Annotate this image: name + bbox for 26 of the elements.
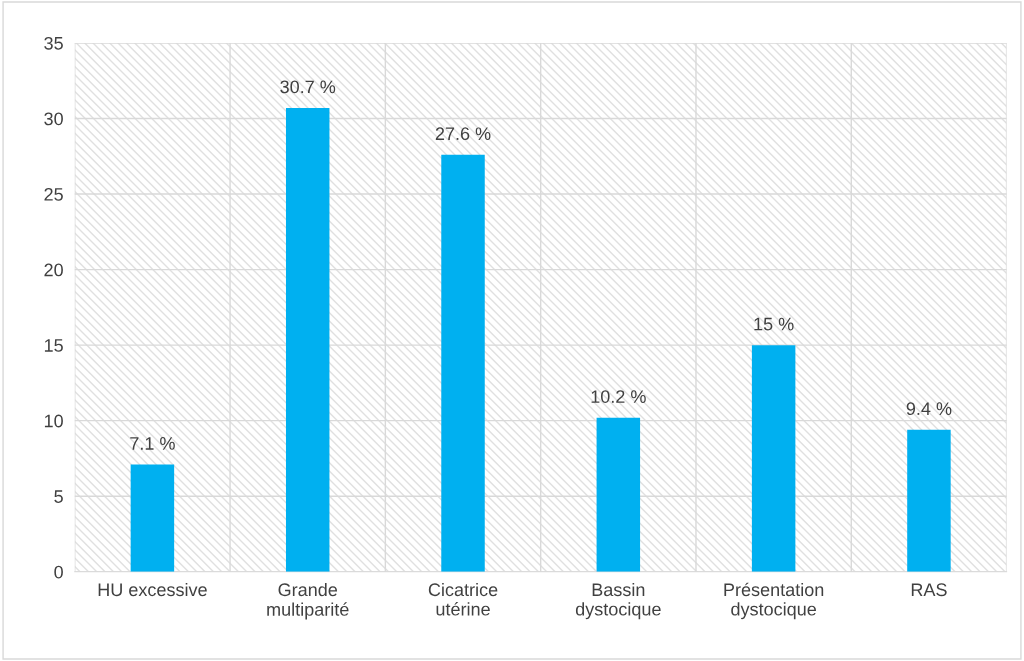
bar (441, 154, 485, 572)
y-tick-label: 35 (44, 36, 63, 50)
bar (907, 429, 951, 572)
data-label: 10.2 % (591, 390, 646, 403)
y-tick-label: 20 (44, 263, 63, 277)
y-tick-label: 5 (54, 490, 63, 503)
bar (596, 417, 641, 572)
data-label: 9.4 % (906, 402, 952, 416)
x-tick-label: HU excessive (98, 582, 207, 597)
bar (130, 464, 175, 572)
y-tick-label: 0 (54, 565, 63, 579)
x-tick-label: Présentation dystocique (724, 582, 824, 620)
y-tick-label: 10 (44, 414, 63, 428)
y-tick-label: 25 (44, 187, 63, 201)
y-tick-label: 30 (44, 112, 63, 126)
bar (285, 107, 330, 572)
x-tick-label: RAS (911, 583, 947, 597)
x-tick-label: Cicatrice utérine (428, 582, 498, 616)
data-label: 7.1 % (130, 437, 175, 450)
data-label: 30.7 % (280, 80, 336, 94)
data-label: 15 % (754, 317, 794, 331)
x-tick-label: Bassin dystocique (575, 582, 661, 620)
data-label: 27.6 % (435, 127, 491, 141)
bar (751, 345, 796, 572)
y-tick-label: 15 (44, 339, 63, 352)
x-tick-label: Grande multiparité (267, 582, 349, 620)
